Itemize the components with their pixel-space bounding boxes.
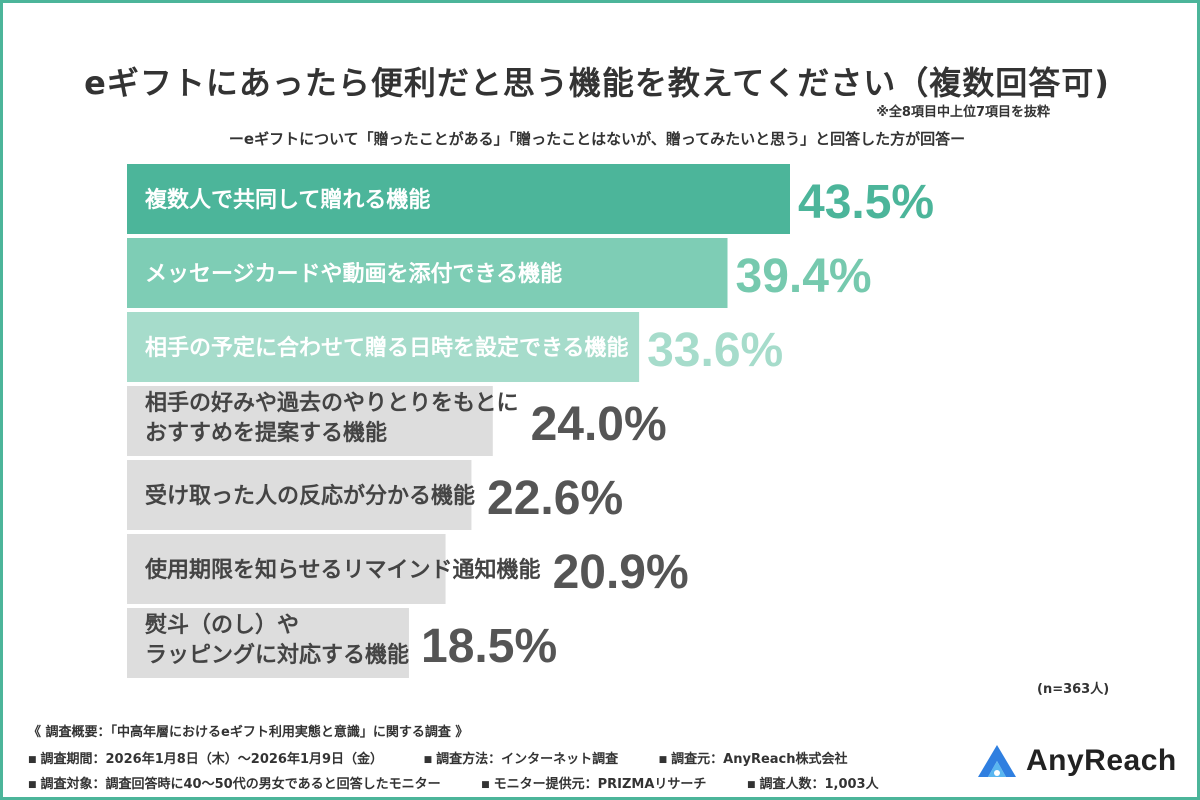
category-label-line: 熨斗（のし）や	[145, 613, 299, 638]
bullet-icon: ■	[28, 755, 37, 765]
survey-period-text: 調査期間：2026年1月8日（木）〜2026年1月9日（金）	[40, 752, 384, 767]
bar-6	[127, 534, 446, 604]
survey-provider-text: モニター提供元：PRIZMAリサーチ	[493, 777, 707, 792]
value-label-3: 33.6%	[647, 324, 783, 377]
survey-target-text: 調査対象：調査回答時に40〜50代の男女であると回答したモニター	[40, 777, 441, 792]
survey-count-text: 調査人数：1,003人	[759, 777, 879, 792]
logo-text: AnyReach	[1026, 744, 1177, 777]
value-label-6: 20.9%	[553, 546, 689, 599]
bullet-icon: ■	[746, 780, 756, 790]
category-label-line: おすすめを提案する機能	[145, 420, 387, 446]
category-label-line: 相手の好みや過去のやりとりをもとに	[145, 390, 519, 416]
value-label-7: 18.5%	[421, 620, 557, 673]
category-label-1: 複数人で共同して贈れる機能	[145, 187, 430, 213]
survey-row-2: ■ 調査対象：調査回答時に40〜50代の男女であると回答したモニター ■ モニター提…	[28, 773, 915, 792]
value-label-5: 22.6%	[487, 472, 623, 525]
chart-subtitle: ーeギフトについて「贈ったことがある」「贈ったことはないが、贈ってみたいと思う」…	[228, 130, 966, 148]
category-label-4: 相手の好みや過去のやりとりをもとにおすすめを提案する機能	[145, 390, 519, 446]
survey-period: ■ 調査期間：2026年1月8日（木）〜2026年1月9日（金）	[28, 748, 383, 767]
bar-3	[127, 312, 640, 382]
category-label-2: メッセージカードや動画を添付できる機能	[145, 261, 562, 287]
bullet-icon: ■	[28, 780, 37, 790]
category-label-6: 使用期限を知らせるリマインド通知機能	[144, 557, 541, 583]
category-label-7: 熨斗（のし）やラッピングに対応する機能	[145, 613, 409, 668]
bullet-icon: ■	[423, 755, 433, 765]
value-label-4: 24.0%	[531, 398, 667, 451]
anyreach-logo-icon	[978, 745, 1016, 777]
survey-target: ■ 調査対象：調査回答時に40〜50代の男女であると回答したモニター	[28, 773, 441, 792]
bar-2	[127, 238, 728, 308]
survey-row-1: ■ 調査期間：2026年1月8日（木）〜2026年1月9日（金） ■ 調査方法：イン…	[28, 748, 884, 767]
bullet-icon: ■	[481, 780, 490, 790]
value-label-2: 39.4%	[736, 250, 872, 303]
survey-method-text: 調査方法：インターネット調査	[436, 752, 619, 767]
chart-note: ※全8項目中上位7項目を抜粋	[876, 105, 1050, 120]
survey-method: ■ 調査方法：インターネット調査	[424, 748, 619, 767]
survey-count: ■ 調査人数：1,003人	[747, 773, 879, 792]
survey-source: ■ 調査元：AnyReach株式会社	[659, 748, 848, 767]
bar-1	[127, 164, 790, 234]
category-label-3: 相手の予定に合わせて贈る日時を設定できる機能	[145, 335, 629, 361]
survey-source-text: 調査元：AnyReach株式会社	[671, 752, 848, 767]
sample-size-label: (n=363人)	[1037, 682, 1110, 697]
bar-7	[127, 608, 409, 678]
chart-title: eギフトにあったら便利だと思う機能を教えてください（複数回答可)	[84, 64, 1110, 102]
survey-heading: 《 調査概要：「中高年層におけるeギフト利用実態と意識」に関する調査 》	[28, 725, 469, 740]
anyreach-logo: AnyReach	[976, 741, 1177, 781]
survey-provider: ■ モニター提供元：PRIZMAリサーチ	[481, 773, 706, 792]
category-label-5: 受け取った人の反応が分かる機能	[145, 483, 475, 509]
bullet-icon: ■	[658, 755, 668, 765]
bar-5	[127, 460, 472, 530]
bar-4	[127, 386, 493, 456]
value-label-1: 43.5%	[798, 176, 934, 229]
category-label-line: ラッピングに対応する機能	[145, 642, 409, 668]
